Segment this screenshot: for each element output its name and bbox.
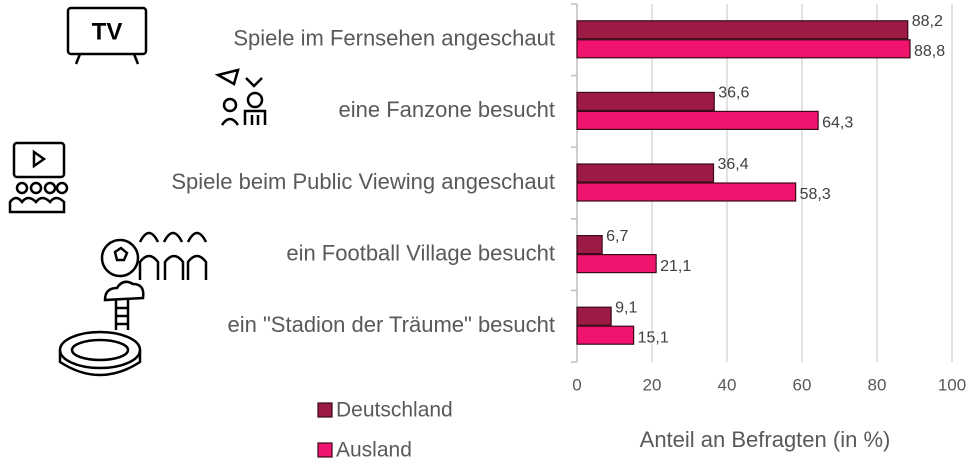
bar [576, 163, 715, 183]
x-tick-label: 60 [793, 375, 812, 394]
bar [576, 306, 612, 326]
category-label: Spiele im Fernsehen angeschaut [233, 26, 555, 51]
icon-part [74, 53, 82, 65]
bar [576, 91, 715, 112]
category-label: ein Football Village besucht [286, 240, 555, 265]
bar [576, 39, 911, 59]
x-axis-title: Anteil an Befragten (in %) [640, 427, 891, 452]
legend-swatch [317, 442, 333, 458]
value-label: 64,3 [822, 115, 853, 132]
value-label: 6,7 [606, 228, 628, 245]
village-icon [100, 231, 208, 280]
legend-swatch [317, 402, 333, 418]
value-label: 15,1 [638, 329, 669, 346]
bar [576, 110, 819, 131]
legend-label: Ausland [336, 439, 412, 461]
x-tick-label: 100 [938, 375, 966, 394]
value-label: 88,2 [912, 13, 943, 30]
icons: TV [8, 6, 267, 377]
category-label: Spiele beim Public Viewing angeschaut [171, 169, 555, 194]
fans-icon [214, 68, 267, 126]
icon-part [132, 53, 140, 65]
bar [576, 254, 657, 274]
stadium-icon [58, 280, 145, 377]
tv-icon-label: TV [92, 18, 123, 45]
bar [576, 235, 603, 255]
x-tick-label: 40 [718, 375, 737, 394]
legend-label: Deutschland [336, 399, 453, 422]
value-label: 36,4 [718, 156, 749, 173]
tv-icon [66, 6, 148, 56]
bar [576, 182, 797, 202]
category-label: eine Fanzone besucht [339, 97, 556, 122]
x-tick-label: 0 [572, 375, 581, 394]
value-label: 21,1 [660, 258, 691, 275]
category-label: ein "Stadion der Träume" besucht [228, 312, 555, 337]
bar [576, 20, 909, 40]
viewing-icon [8, 141, 69, 214]
bar [576, 325, 635, 345]
x-tick-label: 80 [868, 375, 887, 394]
x-tick-label: 20 [643, 375, 662, 394]
value-label: 58,3 [800, 186, 831, 203]
value-label: 88,8 [914, 43, 945, 60]
value-label: 36,6 [718, 85, 749, 102]
value-label: 9,1 [615, 299, 637, 316]
